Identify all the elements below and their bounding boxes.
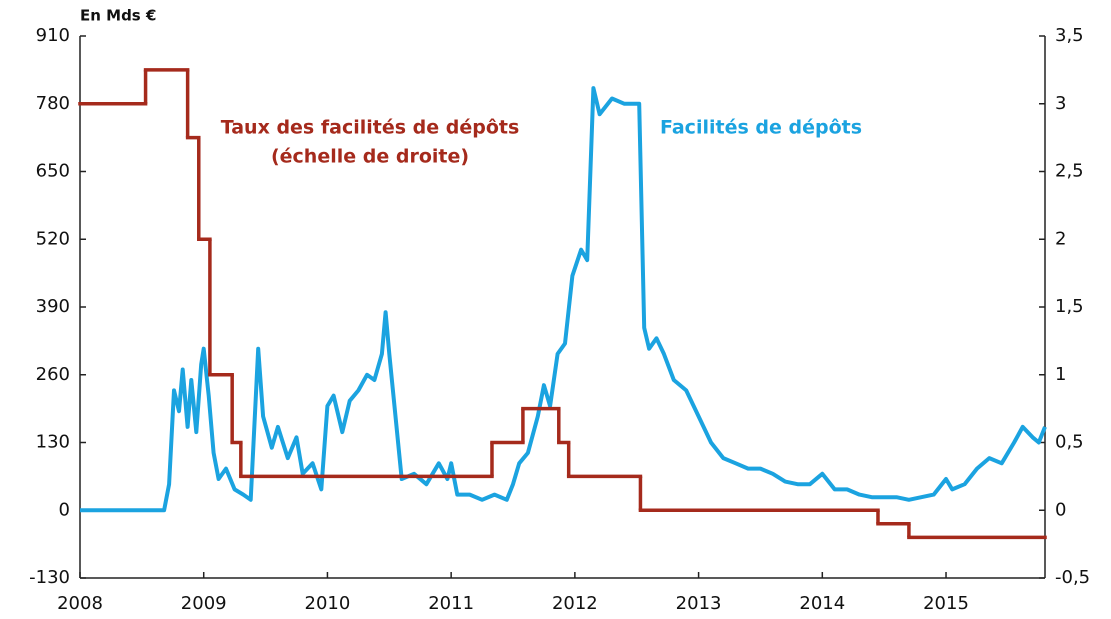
x-tick-label: 2014 <box>799 593 845 614</box>
y-tick-label: 780 <box>36 93 70 114</box>
data-line <box>80 86 1047 513</box>
y-tick-label: 260 <box>36 364 70 385</box>
y2-tick-label: 3,5 <box>1055 25 1084 46</box>
series-label: Taux des facilités de dépôts <box>221 117 520 139</box>
x-tick-label: 2008 <box>57 593 103 614</box>
y-axis-label: En Mds € <box>80 7 156 25</box>
annotation: (échelle de droite) <box>271 146 469 168</box>
y-tick-label: 390 <box>36 296 70 317</box>
y2-tick-label: 2,5 <box>1055 161 1084 182</box>
x-tick-label: 2011 <box>428 593 474 614</box>
x-tick-label: 2015 <box>923 593 969 614</box>
x-tick-label: 2013 <box>676 593 722 614</box>
y-tick-label: 650 <box>36 161 70 182</box>
y-tick-label: 130 <box>36 432 70 453</box>
y2-tick-label: 2 <box>1055 228 1066 249</box>
x-tick-label: 2012 <box>552 593 598 614</box>
y-tick-label: 520 <box>36 228 70 249</box>
series-label: Facilités de dépôts <box>660 117 862 139</box>
y2-tick-label: -0,5 <box>1055 567 1090 588</box>
y-tick-label: -130 <box>29 567 70 588</box>
y2-tick-label: 0 <box>1055 499 1066 520</box>
y-tick-label: 0 <box>59 499 70 520</box>
y2-tick-label: 1 <box>1055 364 1066 385</box>
y2-tick-label: 1,5 <box>1055 296 1084 317</box>
y-tick-label: 910 <box>36 25 70 46</box>
y2-tick-label: 0,5 <box>1055 432 1084 453</box>
x-tick-label: 2009 <box>181 593 227 614</box>
x-tick-label: 2010 <box>305 593 351 614</box>
y2-tick-label: 3 <box>1055 93 1066 114</box>
